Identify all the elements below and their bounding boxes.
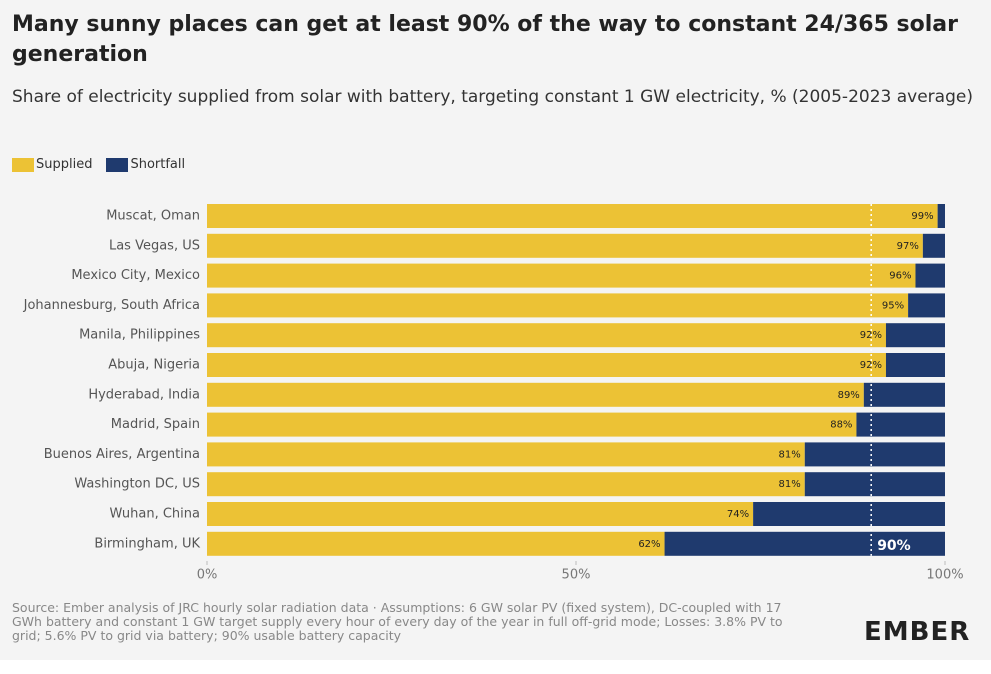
bar-segment [863,382,945,407]
data-label: 97% [897,241,919,252]
y-tick-label: Abuja, Nigeria [108,358,200,373]
bar-segment [207,293,909,318]
bar-segment [207,502,754,526]
bar-segment [804,472,945,497]
y-tick-label: Washington DC, US [74,477,200,492]
bar-segment [753,502,945,526]
y-tick-label: Birmingham, UK [94,536,200,551]
y-tick-label: Muscat, Oman [106,209,200,224]
x-tick-label: 100% [926,568,963,583]
source-note: Source: Ember analysis of JRC hourly sol… [12,600,783,643]
legend-item: Shortfall [106,157,185,172]
y-tick-label: Buenos Aires, Argentina [44,447,200,462]
y-tick-label: Manila, Philippines [79,328,200,343]
data-label: 81% [779,479,801,490]
y-tick-label: Madrid, Spain [111,417,200,432]
data-label: 81% [779,449,801,460]
bar-segment [885,353,945,377]
y-tick-label: Johannesburg, South Africa [23,298,200,313]
data-label: 95% [882,300,904,311]
chart-subtitle: Share of electricity supplied from solar… [12,87,973,107]
logo: EMBER [864,617,971,647]
legend-label: Shortfall [130,157,186,172]
y-tick-label: Mexico City, Mexico [71,268,200,283]
bar-segment [922,233,945,258]
data-label: 62% [638,539,660,550]
x-tick-label: 50% [562,568,591,583]
bar-segment [207,323,886,348]
bar-segment [207,204,938,228]
legend-swatch [106,157,129,172]
legend: Supplied Shortfall [12,157,185,172]
data-label: 74% [727,509,749,520]
bar-segment [937,204,945,228]
bar-segment [207,353,886,377]
bar-segment [908,293,945,318]
data-label: 89% [838,390,860,401]
bar-segment [915,263,945,288]
bar-segment [207,472,805,497]
bar-segment [207,531,665,556]
data-label: 88% [830,420,852,431]
bar-segment [664,531,945,556]
bar-segment [207,382,864,407]
bar-segment [207,442,805,467]
bar-segment [885,323,945,348]
y-tick-label: Wuhan, China [110,507,200,522]
legend-item: Supplied [12,157,92,172]
bar-segment [856,412,945,437]
data-label: 99% [911,211,933,222]
y-tick-label: Hyderabad, India [88,387,200,402]
legend-label: Supplied [36,157,93,172]
data-label: 96% [889,271,911,282]
y-tick-label: Las Vegas, US [109,238,200,253]
bar-segment [207,233,923,258]
bar-segment [207,412,857,437]
reference-label: 90% [877,538,911,554]
legend-swatch [12,157,34,172]
bar-segment [804,442,945,467]
bar-segment [207,263,916,288]
x-tick-label: 0% [197,568,218,583]
chart-title: Many sunny places can get at least 90% o… [12,12,958,67]
